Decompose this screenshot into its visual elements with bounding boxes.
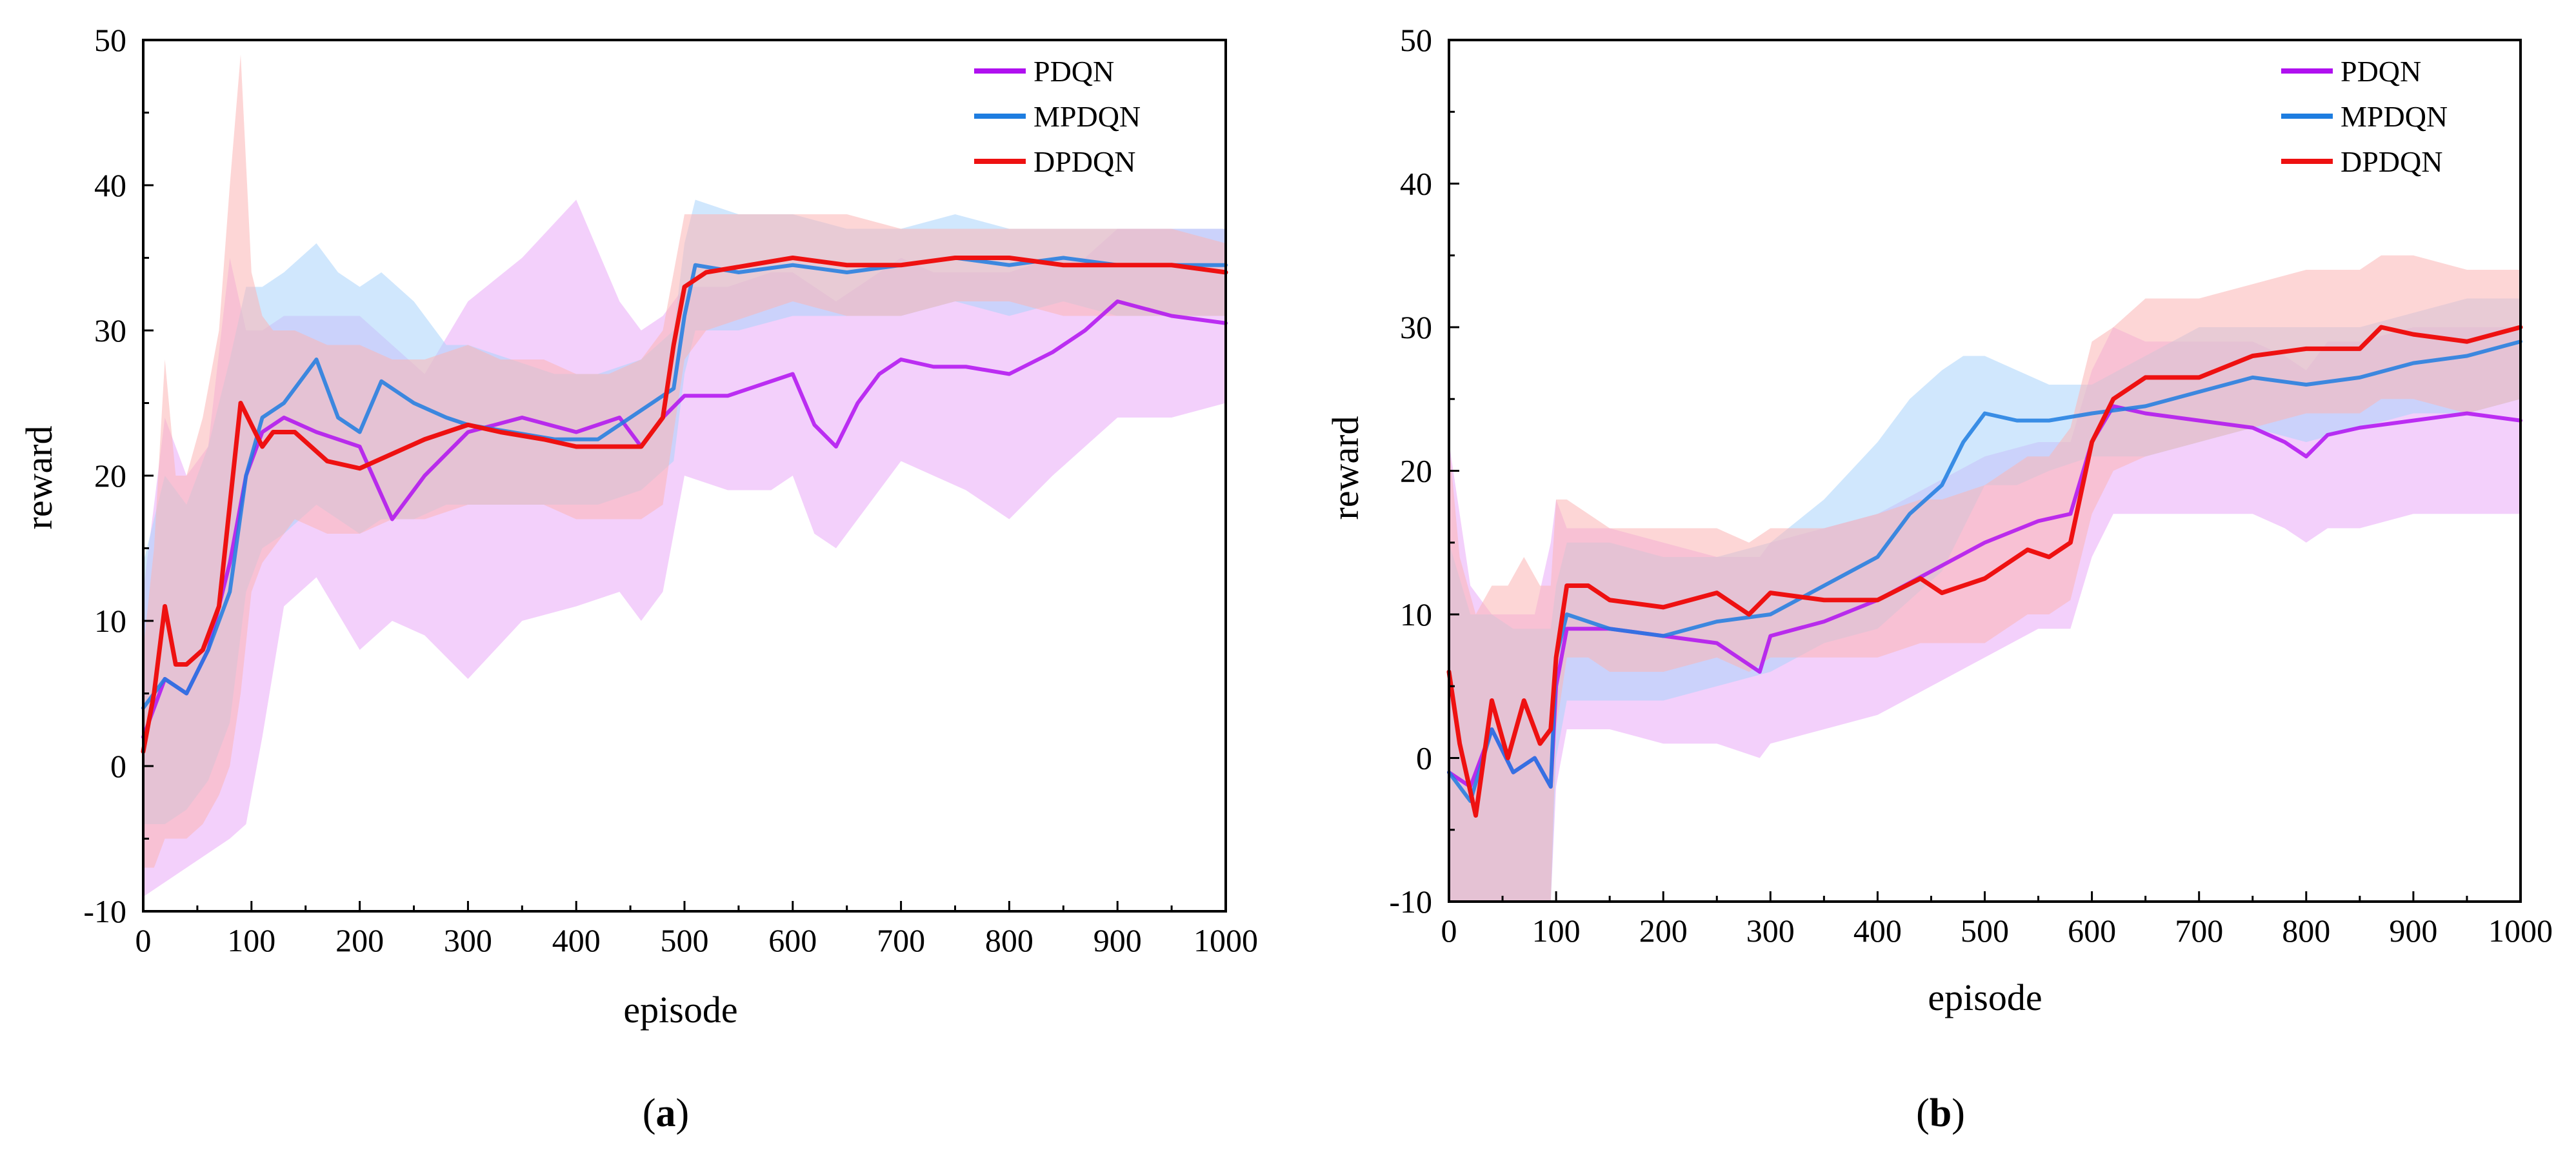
x-tick-label-0-b: 0 bbox=[1441, 913, 1457, 949]
x-tick-label-900-b: 900 bbox=[2389, 913, 2437, 949]
legend-label-mpdqn-b: MPDQN bbox=[2341, 100, 2448, 133]
x-tick-label-700-a: 700 bbox=[877, 922, 925, 958]
x-tick-label-200-b: 200 bbox=[1639, 913, 1688, 949]
legend-label-dpdqn-a: DPDQN bbox=[1033, 145, 1135, 178]
y-tick-label--10-b: -10 bbox=[1389, 884, 1432, 920]
caption-b: (b) bbox=[1916, 1091, 1965, 1135]
y-tick-label-20-a: 20 bbox=[94, 458, 126, 494]
x-tick-label-500-b: 500 bbox=[1961, 913, 2009, 949]
y-tick-label-10-b: 10 bbox=[1400, 596, 1432, 632]
y-tick-label-0-b: 0 bbox=[1416, 740, 1432, 776]
y-tick-label-50-a: 50 bbox=[94, 22, 126, 58]
x-tick-label-100-b: 100 bbox=[1532, 913, 1581, 949]
line-mpdqn-b bbox=[1447, 339, 2522, 803]
legend-b: PDQN MPDQN DPDQN bbox=[2281, 55, 2448, 178]
legend-a: PDQN MPDQN DPDQN bbox=[974, 55, 1141, 178]
caption-a: (a) bbox=[643, 1091, 689, 1135]
x-tick-label-800-a: 800 bbox=[985, 922, 1033, 958]
x-tick-label-600-a: 600 bbox=[768, 922, 817, 958]
x-tick-label-200-a: 200 bbox=[335, 922, 384, 958]
ticks-a: 0 100 200 300 400 500 600 700 800 900 1000-1001020… bbox=[83, 22, 1258, 958]
chart-panel-a: 0 100 200 300 400 500 600 700 800 900 1000-1001020… bbox=[18, 22, 1258, 1135]
y-tick-label-10-a: 10 bbox=[94, 603, 126, 639]
x-tick-label-300-b: 300 bbox=[1746, 913, 1795, 949]
x-tick-label-600-b: 600 bbox=[2068, 913, 2116, 949]
x-tick-label-300-a: 300 bbox=[444, 922, 492, 958]
x-tick-label-100-a: 100 bbox=[227, 922, 275, 958]
y-axis-label-b: reward bbox=[1324, 416, 1366, 520]
y-tick-label-30-b: 30 bbox=[1400, 309, 1432, 345]
x-tick-label-1000-b: 1000 bbox=[2488, 913, 2553, 949]
x-tick-label-500-a: 500 bbox=[661, 922, 709, 958]
x-tick-label-900-a: 900 bbox=[1093, 922, 1142, 958]
legend-label-dpdqn-b: DPDQN bbox=[2341, 145, 2442, 178]
caption-letter-b: b bbox=[1930, 1091, 1952, 1135]
legend-label-pdqn-b: PDQN bbox=[2341, 55, 2421, 88]
line-dpdqn-b bbox=[1446, 325, 2523, 818]
line-dpdqn-a bbox=[141, 256, 1228, 754]
x-tick-label-800-b: 800 bbox=[2282, 913, 2330, 949]
x-tick-label-400-a: 400 bbox=[552, 922, 601, 958]
x-tick-label-700-b: 700 bbox=[2175, 913, 2223, 949]
y-tick-label-40-a: 40 bbox=[94, 167, 126, 203]
ticks-b: 0 100 200 300 400 500 600 700 800 900 1000-1001020… bbox=[1389, 22, 2553, 949]
x-tick-label-400-b: 400 bbox=[1853, 913, 1902, 949]
y-tick-label-0-a: 0 bbox=[110, 748, 126, 784]
x-tick-label-0-a: 0 bbox=[135, 922, 152, 958]
caption-letter-a: a bbox=[656, 1091, 676, 1135]
y-tick-label-20-b: 20 bbox=[1400, 453, 1432, 489]
y-axis-label-a: reward bbox=[18, 425, 60, 529]
legend-label-pdqn-a: PDQN bbox=[1033, 55, 1114, 88]
chart-panel-b: 0 100 200 300 400 500 600 700 800 900 1000-1001020… bbox=[1324, 22, 2553, 1135]
lines-b bbox=[1446, 325, 2523, 818]
lines-a bbox=[141, 256, 1228, 754]
band-mpdqn-a bbox=[143, 199, 1226, 824]
bands-a bbox=[143, 54, 1226, 897]
x-axis-label-b: episode bbox=[1928, 976, 2042, 1018]
y-tick-label-40-b: 40 bbox=[1400, 166, 1432, 202]
x-axis-label-a: episode bbox=[623, 989, 737, 1031]
legend-label-mpdqn-a: MPDQN bbox=[1033, 100, 1141, 133]
x-tick-label-1000-a: 1000 bbox=[1193, 922, 1258, 958]
y-tick-label--10-a: -10 bbox=[83, 893, 126, 929]
y-tick-label-30-a: 30 bbox=[94, 312, 126, 349]
y-tick-label-50-b: 50 bbox=[1400, 22, 1432, 58]
